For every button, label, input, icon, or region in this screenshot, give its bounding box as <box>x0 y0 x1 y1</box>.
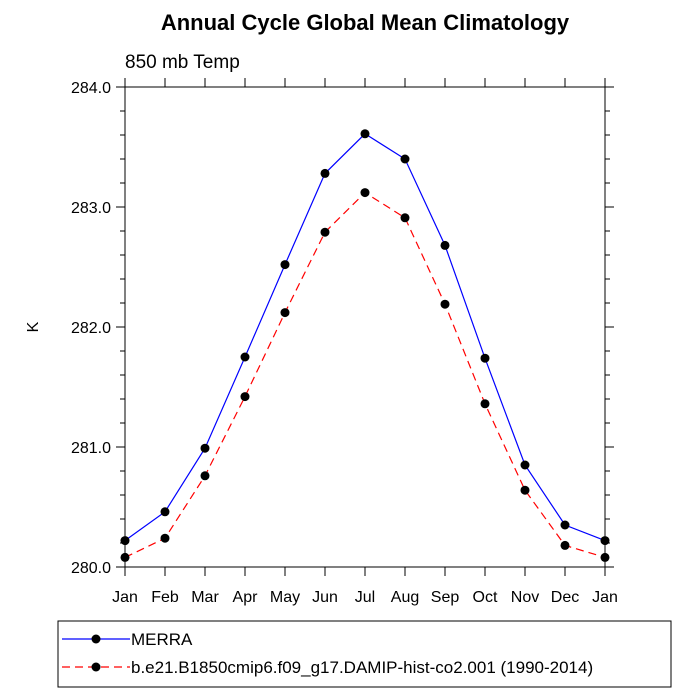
x-tick-label: Jan <box>592 589 618 606</box>
series-0-point <box>360 129 370 139</box>
legend <box>57 620 672 688</box>
legend-marker-1 <box>91 662 101 672</box>
y-tick-label: 282.0 <box>71 320 111 337</box>
y-tick-label: 283.0 <box>71 200 111 217</box>
x-tick-label: Jan <box>112 589 138 606</box>
y-tick-label: 281.0 <box>71 440 111 457</box>
plot-frame <box>124 86 606 568</box>
chart-subtitle: 850 mb Temp <box>125 52 240 73</box>
series-0-point <box>440 240 450 250</box>
series-0-point <box>320 168 330 178</box>
series-0-point <box>200 443 210 453</box>
legend-label-1: b.e21.B1850cmip6.f09_g17.DAMIP-hist-co2.… <box>131 658 593 677</box>
series-0-point <box>120 536 130 546</box>
series-0-point <box>240 352 250 362</box>
y-tick-label: 280.0 <box>71 560 111 577</box>
x-tick-label: May <box>270 589 300 606</box>
chart-title: Annual Cycle Global Mean Climatology <box>161 10 570 35</box>
x-tick-label: Oct <box>473 589 498 606</box>
series-0-point <box>520 460 530 470</box>
series-1-point <box>440 299 450 309</box>
legend-entries: MERRA b.e21.B1850cmip6.f09_g17.DAMIP-hist… <box>62 630 593 677</box>
series-0-point <box>400 154 410 164</box>
series-0-point <box>160 507 170 517</box>
x-tick-label: Feb <box>151 589 179 606</box>
y-axis: 280.0 281.0 282.0 283.0 284.0 <box>71 80 614 577</box>
series-1-point <box>600 552 610 562</box>
series-0-point <box>280 260 290 270</box>
series-0-point <box>600 536 610 546</box>
series-1-point <box>240 392 250 402</box>
y-tick-label: 284.0 <box>71 80 111 97</box>
series-1-point <box>480 399 490 409</box>
series-1-point <box>560 540 570 550</box>
series-1-point <box>280 308 290 318</box>
series-1-point <box>360 188 370 198</box>
series-0-point <box>480 353 490 363</box>
series-1-point <box>160 533 170 543</box>
x-tick-label: Jun <box>312 589 338 606</box>
series-layer <box>120 129 610 562</box>
series-1-point <box>120 552 130 562</box>
x-tick-label: Sep <box>431 589 460 606</box>
series-1-point <box>400 213 410 223</box>
x-tick-label: Aug <box>391 589 419 606</box>
x-tick-label: Apr <box>233 589 259 606</box>
legend-marker-0 <box>91 634 101 644</box>
series-1-point <box>320 227 330 237</box>
x-tick-label: Mar <box>191 589 219 606</box>
y-axis-label: K <box>25 321 42 332</box>
x-tick-label: Dec <box>551 589 579 606</box>
series-1-point <box>520 485 530 495</box>
series-1-point <box>200 471 210 481</box>
x-tick-label: Jul <box>355 589 375 606</box>
series-0-point <box>560 520 570 530</box>
series-line-1 <box>124 191 606 558</box>
legend-label-0: MERRA <box>131 630 193 649</box>
x-axis: Jan Feb Mar Apr May Jun Jul Aug Sep Oct Nov Dec Jan <box>112 78 618 606</box>
x-tick-label: Nov <box>511 589 539 606</box>
